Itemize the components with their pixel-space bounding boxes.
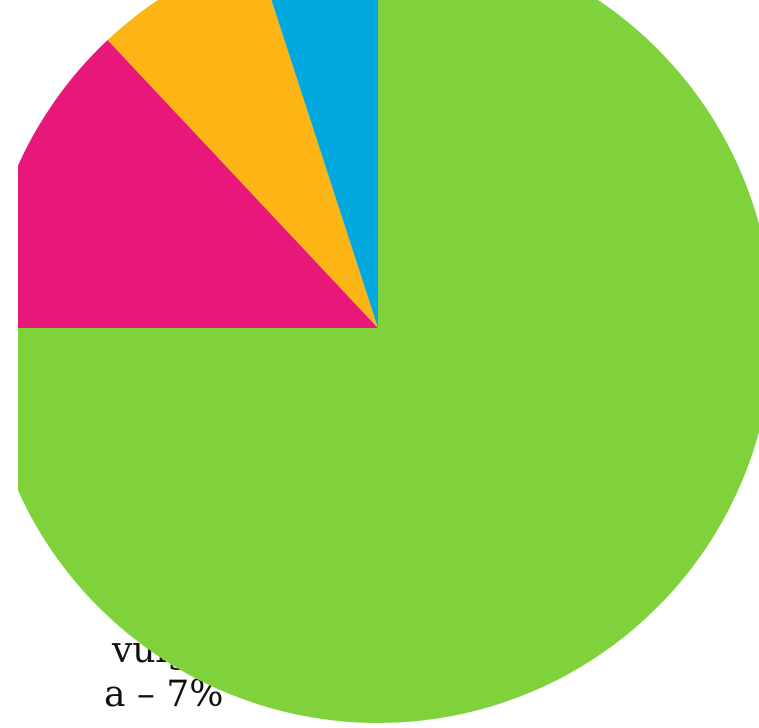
pie-slice [18, 40, 378, 328]
pie-slice [107, 0, 378, 328]
pie-slice [271, 0, 378, 328]
